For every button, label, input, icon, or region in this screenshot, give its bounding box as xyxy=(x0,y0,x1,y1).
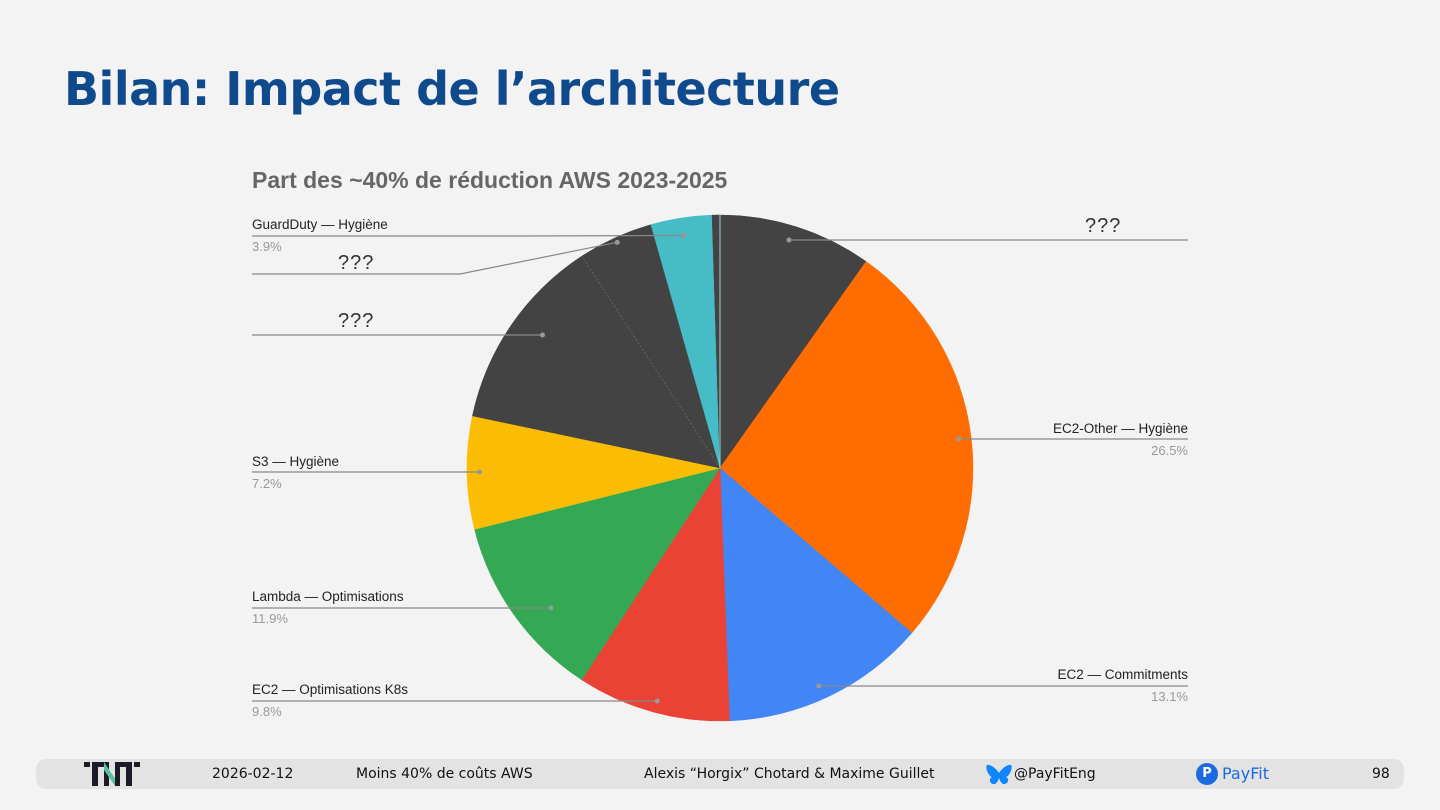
leader-dot-8 xyxy=(681,232,687,238)
tnt-logo-icon xyxy=(84,762,140,786)
leader-dot-4 xyxy=(548,605,554,611)
leader-line-8 xyxy=(252,234,684,237)
leader-dot-1 xyxy=(956,436,962,442)
bluesky-butterfly-icon xyxy=(986,764,1012,785)
leader-line-7 xyxy=(252,241,618,275)
slide-title: Bilan: Impact de l’architecture xyxy=(64,62,840,116)
label-guardduty: GuardDuty — Hygiène xyxy=(252,217,388,232)
payfit-logo-icon: P xyxy=(1196,763,1218,785)
footer-brand: PayFit xyxy=(1222,764,1269,783)
pie-slice-0 xyxy=(719,214,867,469)
pct-ec2-k8s: 9.8% xyxy=(252,704,282,719)
label-ec2-commitments: EC2 — Commitments xyxy=(1057,667,1188,682)
footer-bar: 2026-02-12 Moins 40% de coûts AWS Alexis… xyxy=(36,759,1404,789)
pct-ec2-other: 26.5% xyxy=(1151,443,1188,458)
label-unknown-large: ??? xyxy=(338,310,375,332)
footer-talk-title: Moins 40% de coûts AWS xyxy=(356,766,533,782)
label-ec2-k8s: EC2 — Optimisations K8s xyxy=(252,682,409,697)
pie-slice-2 xyxy=(719,467,913,722)
pie-slice-3 xyxy=(581,467,730,722)
pie-slice-5 xyxy=(466,415,721,530)
label-lambda: Lambda — Optimisations xyxy=(252,589,404,604)
pie-slice-4 xyxy=(474,467,721,681)
leader-dot-2 xyxy=(816,683,822,689)
pct-guardduty: 3.9% xyxy=(252,239,282,254)
pct-ec2-commitments: 13.1% xyxy=(1151,689,1188,704)
pct-s3: 7.2% xyxy=(252,476,282,491)
pie-slice-1 xyxy=(719,261,974,634)
leader-dot-0 xyxy=(786,237,792,243)
leader-dot-3 xyxy=(654,698,660,704)
label-unknown-top: ??? xyxy=(1085,215,1122,237)
leader-dot-7 xyxy=(614,239,620,245)
page-number: 98 xyxy=(1372,766,1390,782)
footer-speakers: Alexis “Horgix” Chotard & Maxime Guillet xyxy=(644,766,935,782)
label-unknown-small: ??? xyxy=(338,252,375,274)
footer-handle[interactable]: @PayFitEng xyxy=(1014,766,1096,782)
leader-dot-6 xyxy=(540,332,546,338)
pct-lambda: 11.9% xyxy=(252,611,288,626)
pie-slice-6 xyxy=(472,255,721,469)
leader-dot-5 xyxy=(477,469,483,475)
label-ec2-other: EC2-Other — Hygiène xyxy=(1052,421,1188,436)
chart-title: Part des ~40% de réduction AWS 2023-2025 xyxy=(252,167,728,193)
footer-date: 2026-02-12 xyxy=(212,766,294,782)
label-s3: S3 — Hygiène xyxy=(252,454,340,469)
